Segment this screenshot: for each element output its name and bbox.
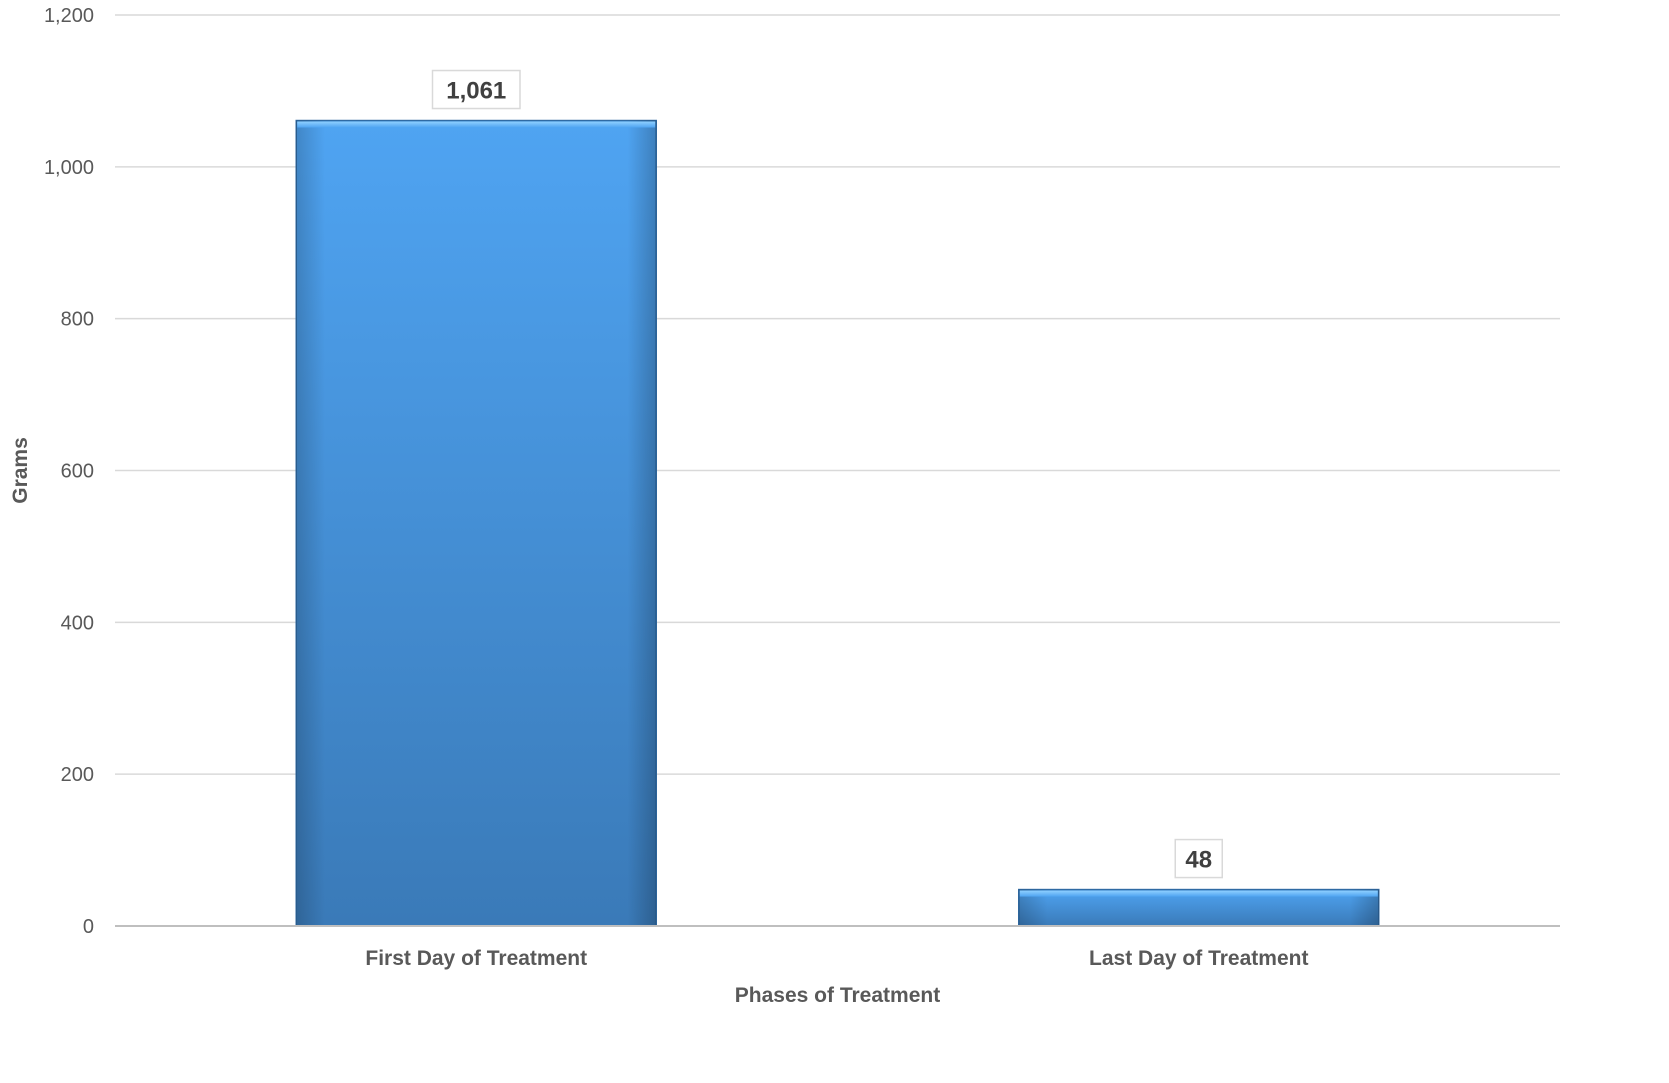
bar-shade bbox=[296, 120, 657, 926]
y-tick-label: 200 bbox=[61, 764, 94, 786]
y-tick-label: 1,000 bbox=[44, 157, 94, 179]
y-tick-label: 600 bbox=[61, 461, 94, 483]
y-tick-label: 800 bbox=[61, 309, 94, 331]
y-tick-label: 0 bbox=[83, 916, 94, 938]
x-category-label: Last Day of Treatment bbox=[1089, 947, 1308, 970]
data-label: 48 bbox=[1185, 847, 1212, 874]
bar-top-bevel bbox=[297, 121, 656, 128]
data-labels: 1,061 48 bbox=[431, 69, 1223, 879]
x-axis-title: Phases of Treatment bbox=[735, 984, 940, 1007]
y-tick-label: 1,200 bbox=[44, 5, 94, 27]
bar bbox=[1018, 888, 1380, 927]
y-axis-ticks: 0 200 400 600 800 1,000 1,200 bbox=[44, 5, 94, 938]
x-category-label: First Day of Treatment bbox=[365, 947, 587, 970]
data-label: 1,061 bbox=[446, 78, 506, 105]
x-axis-categories: First Day of Treatment Last Day of Treatm… bbox=[365, 947, 1308, 970]
y-tick-label: 400 bbox=[61, 612, 94, 634]
bar-top-bevel bbox=[1019, 890, 1378, 897]
bars bbox=[295, 119, 1380, 927]
data-label-box bbox=[431, 69, 521, 110]
bar bbox=[295, 119, 657, 927]
data-label-box bbox=[1174, 838, 1223, 879]
y-axis-title: Grams bbox=[9, 437, 32, 504]
